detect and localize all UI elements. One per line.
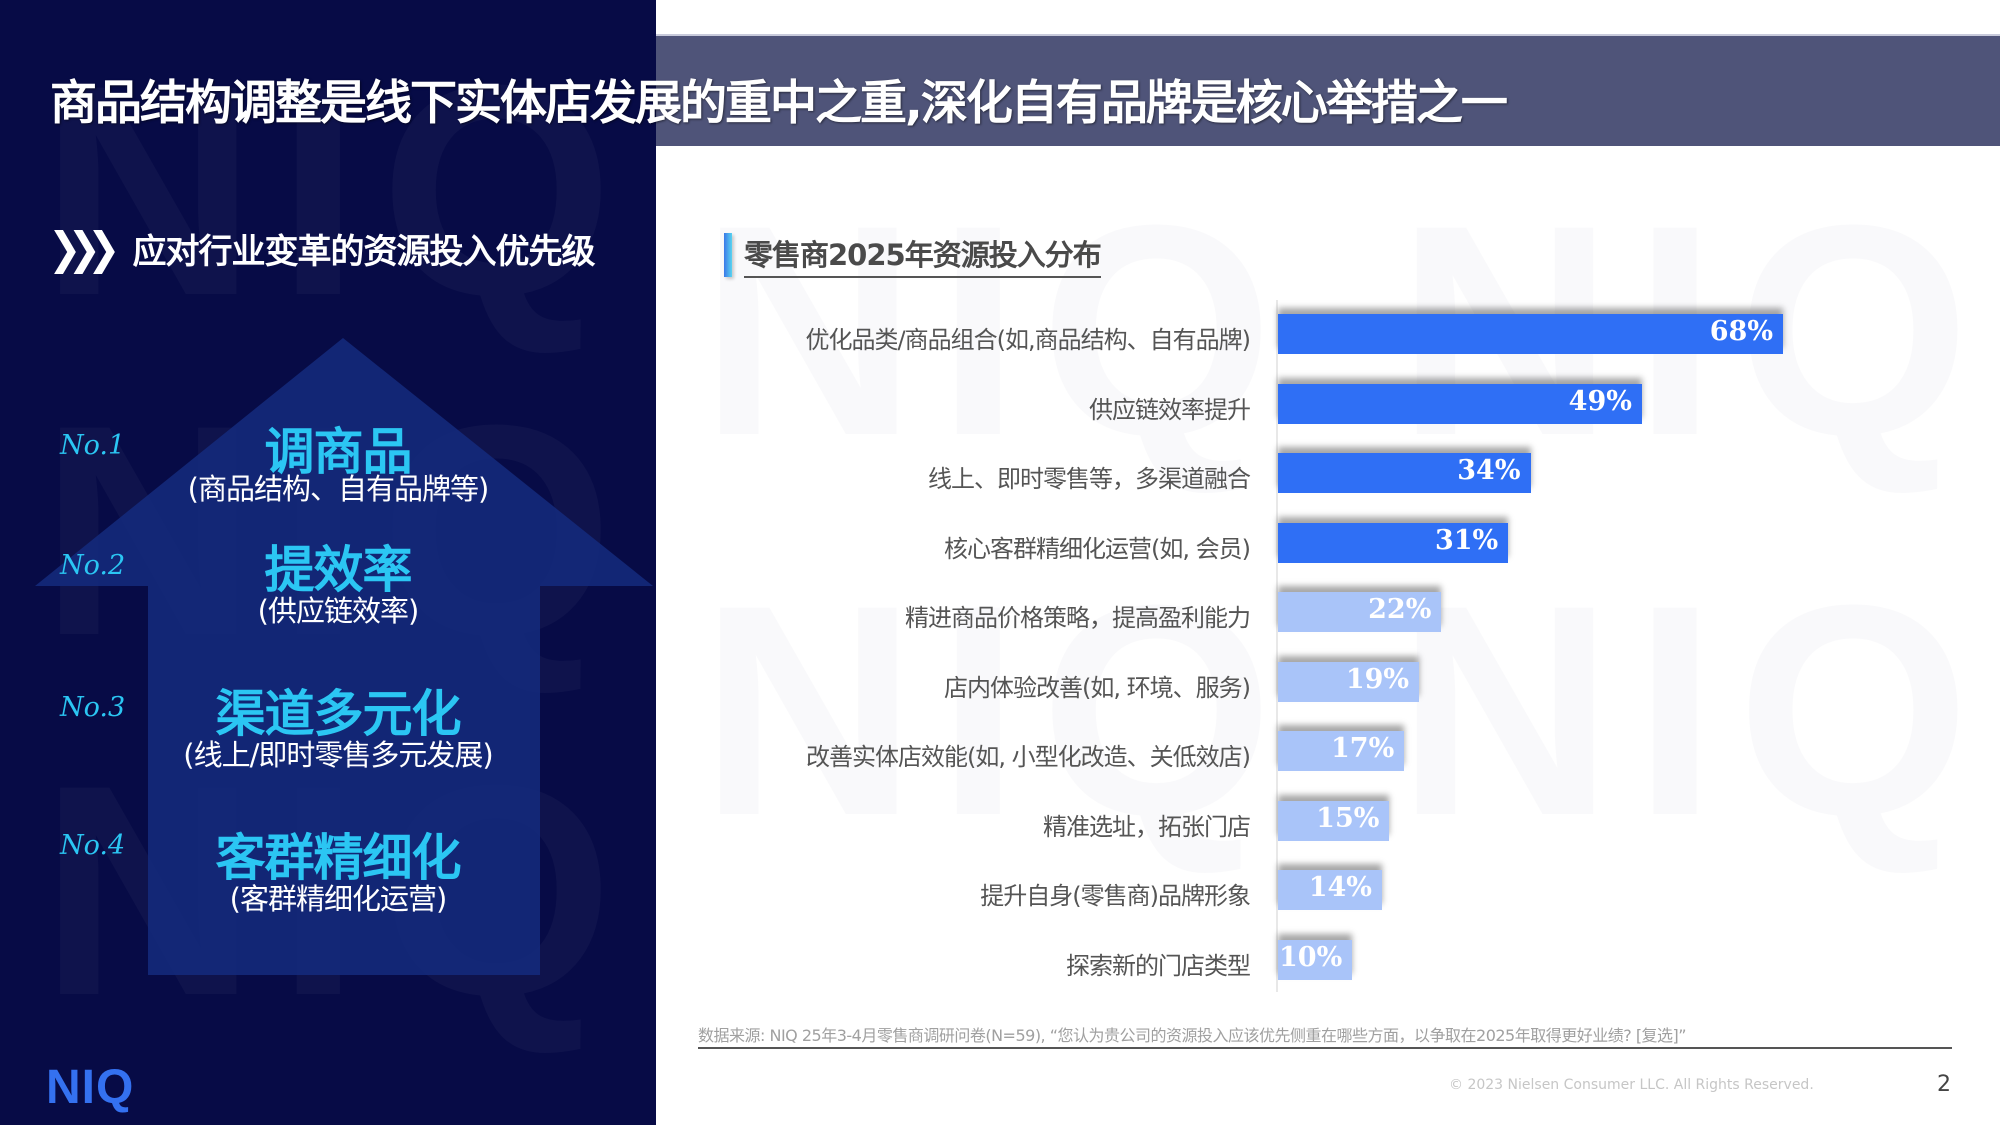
bar-row: 改善实体店效能(如, 小型化改造、关低效店) 17% <box>0 731 2000 775</box>
bar-category-label: 提升自身(零售商)品牌形象 <box>980 882 1251 910</box>
chart-title-block: 零售商2025年资源投入分布 <box>724 232 1102 278</box>
bar-category-label: 改善实体店效能(如, 小型化改造、关低效店) <box>806 743 1251 771</box>
section-header: ❯❯❯ 应对行业变革的资源投入优先级 <box>48 223 596 274</box>
rank-label: No.1 <box>60 430 126 461</box>
page-title: 商品结构调整是线下实体店发展的重中之重,深化自有品牌是核心举措之一 <box>50 76 1508 131</box>
priority-subtitle: (商品结构、自有品牌等) <box>187 472 490 506</box>
title-accent-bar-icon <box>724 233 732 277</box>
bar-category-label: 供应链效率提升 <box>1089 395 1251 424</box>
bar-category-label: 探索新的门店类型 <box>1066 951 1251 980</box>
bar-row: 店内体验改善(如, 环境、服务) 19% <box>0 661 2000 706</box>
bar-row: 探索新的门店类型 10% <box>0 939 2000 984</box>
bar-category-label: 店内体验改善(如, 环境、服务) <box>944 673 1251 702</box>
left-panel: NIQ NIQ NIQ NIQ NIQ NIQ ❯❯❯ 应对行业变革的资源投入优… <box>0 0 656 1125</box>
section-title: 应对行业变革的资源投入优先级 <box>132 232 596 272</box>
bar-value-label: 31% <box>1434 524 1499 556</box>
rank-label: No.3 <box>60 692 126 723</box>
bar-category-label: 线上、即时零售等，多渠道融合 <box>928 465 1251 493</box>
page-number: 2 <box>1937 1072 1951 1097</box>
priority-title: 渠道多元化 <box>215 685 462 743</box>
bar: 14% <box>1278 870 1382 910</box>
bar: 22% <box>1278 592 1442 632</box>
bar-value-label: 22% <box>1368 594 1432 625</box>
bar: 10% <box>1278 939 1353 980</box>
bar: 31% <box>1278 522 1509 563</box>
priority-title: 调商品 <box>264 423 413 481</box>
bar-value-label: 14% <box>1308 872 1372 903</box>
bar-value-label: 10% <box>1279 941 1343 973</box>
priority-arrow-icon <box>35 338 653 975</box>
priority-subtitle: (线上/即时零售多元发展) <box>183 738 493 772</box>
copyright: © 2023 Nielsen Consumer LLC. All Rights … <box>1449 1077 1814 1093</box>
rank-label: No.4 <box>60 830 126 861</box>
chart-title: 零售商2025年资源投入分布 <box>744 232 1102 278</box>
bar-row: 优化品类/商品组合(如,商品结构、自有品牌) 68% <box>0 314 2000 358</box>
bar-value-label: 15% <box>1316 802 1380 834</box>
bar: 19% <box>1278 661 1420 702</box>
data-source-note: 数据来源: NIQ 25年3-4月零售商调研问卷(N=59), “您认为贵公司的… <box>698 1026 1687 1045</box>
bar-value-label: 49% <box>1568 385 1632 417</box>
bar-category-label: 精准选址，拓张门店 <box>1043 812 1251 841</box>
priority-subtitle: (供应链效率) <box>257 594 420 628</box>
bar: 49% <box>1278 383 1642 424</box>
bar-row: 供应链效率提升 49% <box>0 383 2000 428</box>
title-band <box>656 36 2000 146</box>
bar-value-label: 17% <box>1331 733 1395 764</box>
bar-category-label: 精进商品价格策略，提高盈利能力 <box>905 604 1251 632</box>
priority-subtitle: (客群精细化运营) <box>229 882 448 916</box>
bar-row: 精进商品价格策略，提高盈利能力 22% <box>0 592 2000 636</box>
bar-value-label: 34% <box>1457 455 1521 486</box>
bar: 17% <box>1278 731 1405 771</box>
bar-value-label: 19% <box>1345 663 1410 695</box>
bar-row: 精准选址，拓张门店 15% <box>0 800 2000 845</box>
bar: 68% <box>1278 314 1783 354</box>
title-band-border <box>656 34 2000 36</box>
bar-row: 线上、即时零售等，多渠道融合 34% <box>0 453 2000 497</box>
bar-row: 核心客群精细化运营(如, 会员) 31% <box>0 522 2000 567</box>
bar-category-label: 优化品类/商品组合(如,商品结构、自有品牌) <box>805 326 1251 354</box>
bar-row: 提升自身(零售商)品牌形象 14% <box>0 870 2000 914</box>
niq-logo: NIQ <box>46 1061 135 1114</box>
footer-divider <box>698 1047 1952 1049</box>
priority-title: 客群精细化 <box>215 829 462 887</box>
bar-value-label: 68% <box>1709 316 1773 347</box>
priority-title: 提效率 <box>264 541 413 599</box>
bar: 34% <box>1278 453 1531 493</box>
chart-axis <box>1276 300 1278 992</box>
rank-label: No.2 <box>60 550 126 581</box>
bar-category-label: 核心客群精细化运营(如, 会员) <box>944 534 1251 563</box>
triple-chevron-right-icon: ❯❯❯ <box>48 223 120 274</box>
bar: 15% <box>1278 800 1390 841</box>
